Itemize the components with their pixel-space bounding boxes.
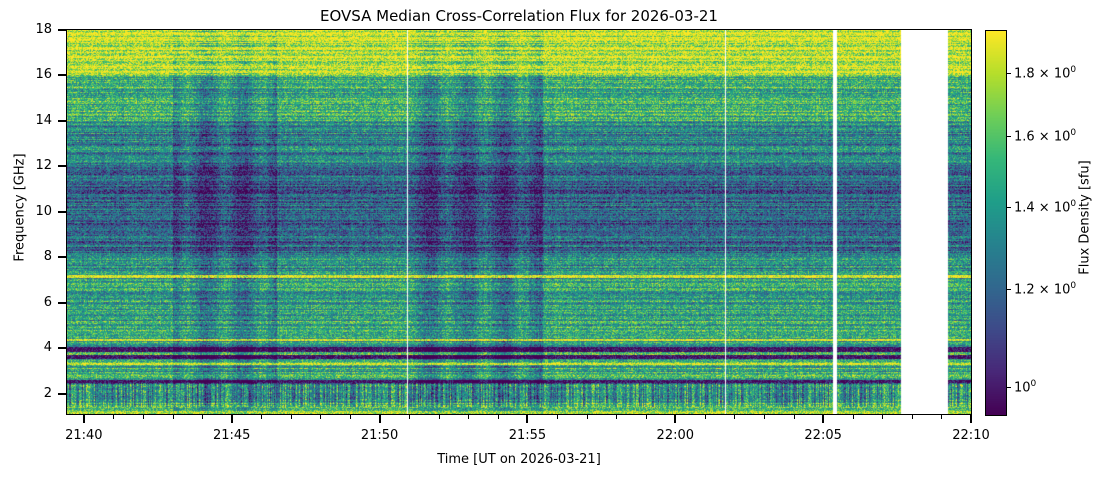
x-minor-tick [734, 414, 736, 419]
x-major-tick [674, 414, 677, 423]
x-major-tick [230, 414, 233, 423]
x-minor-tick [261, 414, 263, 419]
x-tick-label: 22:00 [656, 428, 695, 443]
cb-mantissa: 1.4 × 10 [1014, 200, 1071, 216]
colorbar [986, 31, 1006, 415]
y-tick-label: 4 [43, 340, 52, 356]
x-minor-tick [882, 414, 884, 419]
y-major-tick [58, 301, 67, 304]
x-minor-tick [172, 414, 174, 419]
colorbar-frame [985, 30, 1007, 416]
x-minor-tick [468, 414, 470, 419]
colorbar-tick [1006, 72, 1011, 74]
x-minor-tick [586, 414, 588, 419]
y-major-tick [58, 392, 67, 395]
cb-exponent: 0 [1070, 64, 1077, 75]
x-minor-tick [941, 414, 943, 419]
x-tick-label: 21:45 [212, 428, 251, 443]
cb-mantissa: 1.6 × 10 [1014, 128, 1071, 144]
x-minor-tick [202, 414, 204, 419]
x-major-tick [378, 414, 381, 423]
y-major-tick [58, 165, 67, 168]
x-minor-tick [911, 414, 913, 419]
colorbar-tick [1006, 289, 1011, 291]
x-major-tick [526, 414, 529, 423]
x-minor-tick [852, 414, 854, 419]
cb-exponent: 0 [1070, 198, 1077, 209]
y-major-tick [58, 256, 67, 259]
cb-mantissa: 1.2 × 10 [1014, 282, 1071, 298]
x-minor-tick [409, 414, 411, 419]
y-major-tick [58, 29, 67, 31]
colorbar-tick [1006, 206, 1011, 208]
x-major-tick [82, 414, 85, 423]
x-tick-label: 22:05 [804, 428, 842, 443]
x-minor-tick [645, 414, 647, 419]
x-minor-tick [616, 414, 618, 419]
y-tick-label: 2 [43, 385, 52, 401]
x-tick-label: 21:40 [65, 428, 103, 443]
x-minor-tick [349, 414, 351, 419]
x-minor-tick [556, 414, 558, 419]
spectrogram-heatmap [67, 30, 971, 414]
y-tick-label: 14 [35, 112, 52, 128]
chart-title: EOVSA Median Cross-Correlation Flux for … [320, 7, 718, 25]
colorbar-tick-label: 1.6 × 100 [1014, 128, 1076, 144]
x-axis-label: Time [UT on 2026-03-21] [437, 452, 601, 467]
colorbar-tick-label: 100 [1014, 379, 1036, 395]
x-major-tick [822, 414, 825, 423]
colorbar-label: Flux Density [sfu] [1077, 160, 1093, 275]
y-tick-label: 6 [43, 294, 52, 310]
y-major-tick [58, 119, 67, 122]
colorbar-tick-label: 1.4 × 100 [1014, 199, 1076, 215]
colorbar-tick-label: 1.2 × 100 [1014, 281, 1076, 297]
colorbar-tick [1006, 135, 1011, 137]
x-minor-tick [497, 414, 499, 419]
colorbar-tick [1006, 386, 1011, 388]
y-tick-label: 16 [35, 67, 52, 83]
x-tick-label: 21:50 [360, 428, 399, 443]
x-minor-tick [142, 414, 144, 419]
y-tick-label: 10 [35, 203, 52, 219]
colorbar-tick-label: 1.8 × 100 [1014, 65, 1076, 81]
x-minor-tick [704, 414, 706, 419]
x-major-tick [970, 414, 972, 423]
y-tick-label: 12 [35, 158, 52, 174]
y-major-tick [58, 74, 67, 77]
x-minor-tick [113, 414, 115, 419]
cb-mantissa: 10 [1014, 379, 1031, 395]
x-minor-tick [763, 414, 765, 419]
cb-exponent: 0 [1070, 127, 1077, 138]
cb-mantissa: 1.8 × 10 [1014, 66, 1071, 82]
y-tick-label: 8 [43, 249, 52, 265]
x-tick-label: 21:55 [508, 428, 547, 443]
y-major-tick [58, 210, 67, 213]
cb-exponent: 0 [1070, 281, 1077, 292]
x-minor-tick [320, 414, 322, 419]
x-minor-tick [793, 414, 795, 419]
y-major-tick [58, 347, 67, 350]
x-minor-tick [290, 414, 292, 419]
x-minor-tick [438, 414, 440, 419]
y-tick-label: 18 [35, 22, 52, 37]
x-tick-label: 22:10 [952, 428, 990, 443]
cb-exponent: 0 [1030, 378, 1037, 389]
plot-frame [66, 29, 972, 415]
